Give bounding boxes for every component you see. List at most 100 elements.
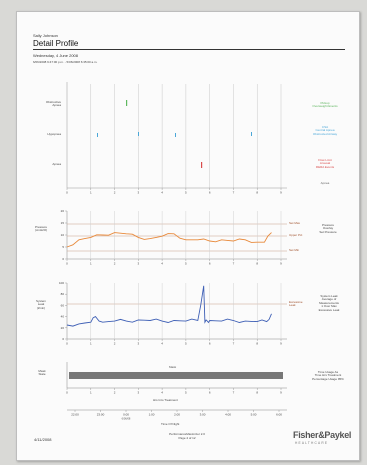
x-tick-label: 0 [66, 391, 68, 395]
date-range: 6/06/2008 9:47:00 p.m. - 5/06/2008 6:35:… [33, 60, 98, 64]
x-tick-label: 1 [90, 262, 92, 266]
pressure-series-line [66, 232, 272, 248]
clock-tick-label: 6:00 [276, 413, 282, 417]
pressure-panel: 20 15 10 5 0 0 1 2 3 4 5 6 7 8 9 [61, 209, 287, 266]
x-tick-label: 2 [114, 342, 116, 346]
x-tick-label: 9 [280, 342, 282, 346]
x-tick-label: 0 [66, 262, 68, 266]
report-page: Sally Johnson Detail Profile Wednesday, … [16, 11, 360, 461]
x-tick-label: 5 [185, 342, 187, 346]
event-mark [251, 132, 252, 136]
x-tick-label: 8 [256, 342, 258, 346]
x-tick-label: 0 [66, 342, 68, 346]
pressure-ref-min: Set Min [289, 248, 300, 252]
x-tick-label: 7 [233, 191, 235, 195]
x-tick-label: 2 [114, 191, 116, 195]
x-tick-label: 7 [233, 342, 235, 346]
x-tick-label: 2 [114, 262, 116, 266]
pressure-ref-upper: Upper Pct [289, 233, 303, 237]
y-tick-label: 15 [61, 221, 65, 225]
clock-tick-label: 1:00 [149, 413, 155, 417]
x-tick-label: 8 [256, 391, 258, 395]
events-panel: 0 1 2 3 4 5 6 7 8 9 [66, 82, 287, 195]
usage-xlabel: Hrs Into Treatment [153, 398, 178, 402]
x-tick-label: 4 [161, 191, 163, 195]
x-tick-label: 2 [114, 391, 116, 395]
y-tick-label: 10 [61, 233, 65, 237]
y-tick-label: 60 [61, 303, 65, 307]
leak-ref-label: Excessive Leak [289, 300, 303, 308]
usage-ylabel: Mask State [38, 369, 46, 377]
leak-panel: 100 80 60 40 20 0 0 1 2 3 4 5 6 7 8 9 [59, 281, 287, 346]
clock-tick-label: 3:00 [200, 413, 206, 417]
x-tick-label: 5 [185, 191, 187, 195]
x-tick-label: 8 [256, 262, 258, 266]
x-tick-label: 4 [161, 391, 163, 395]
mask-usage-bar [69, 372, 283, 379]
x-tick-label: 9 [280, 191, 282, 195]
x-tick-label: 7 [233, 262, 235, 266]
usage-legend: Time Usage As Time Hrs Treatment Percent… [312, 370, 344, 381]
x-tick-label: 1 [90, 391, 92, 395]
x-tick-label: 6 [209, 191, 211, 195]
event-mark [97, 133, 98, 137]
x-tick-label: 5 [185, 391, 187, 395]
clock-sub-label: 6/06/08 [122, 417, 131, 421]
x-tick-label: 0 [66, 191, 68, 195]
footer-software: PerformanceMaximizer 2.0 [169, 432, 205, 436]
row-label-apnea: Apnea [52, 162, 61, 166]
clock-tick-label: 5:00 [251, 413, 257, 417]
row-label-hypopnea: Hypopnea [47, 132, 61, 136]
header-divider [33, 49, 345, 50]
report-date: Wednesday, 4 June 2008 [33, 53, 78, 58]
x-tick-label: 4 [161, 342, 163, 346]
pressure-ylabel: Pressure (cmH2O) [35, 225, 48, 233]
y-tick-label: 40 [61, 315, 65, 319]
x-tick-label: 4 [161, 262, 163, 266]
leak-legend: System Leak Average of Measurements 1 Ov… [318, 294, 340, 312]
leak-ylabel: System Leak (l/min) [35, 299, 46, 310]
clock-axis: 22:00 23:00 0:006/06/08 1:00 2:00 3:00 4:00 5:0… [67, 409, 287, 421]
row-label-obstructive-apnea: Obstructive Apnea [45, 100, 61, 108]
leak-series-line [66, 285, 272, 327]
company-logo: Fisher&Paykel [293, 430, 352, 440]
event-mark [138, 132, 139, 136]
x-tick-label: 7 [233, 391, 235, 395]
x-tick-label: 3 [137, 262, 139, 266]
x-tick-label: 6 [209, 342, 211, 346]
y-tick-label: 20 [61, 326, 65, 330]
y-tick-label: 0 [62, 337, 64, 341]
patient-name: Sally Johnson [33, 33, 58, 38]
event-mark [126, 100, 128, 106]
usage-bar-label: Mask [169, 365, 177, 369]
page-title: Detail Profile [33, 39, 79, 48]
clock-tick-label: 22:00 [71, 413, 79, 417]
events-legend-3: Flow Limit Arousal RERA Events [315, 158, 335, 169]
x-tick-label: 3 [137, 342, 139, 346]
footer-page: Page 4 of 12 [178, 436, 196, 440]
pressure-legend: Pressure Overlay Set Pressure [319, 223, 337, 234]
clock-tick-label: 2:00 [174, 413, 180, 417]
event-mark [175, 133, 176, 137]
company-logo-sub: HEALTHCARE [295, 441, 329, 445]
y-tick-label: 5 [62, 245, 64, 249]
x-tick-label: 3 [137, 191, 139, 195]
y-tick-label: 0 [62, 257, 64, 261]
y-tick-label: 20 [61, 209, 65, 213]
clock-tick-label: 0:00 [123, 413, 129, 417]
pressure-ref-max: Set Max [289, 221, 301, 225]
clock-tick-label: 23:00 [97, 413, 105, 417]
x-tick-label: 5 [185, 262, 187, 266]
x-tick-label: 9 [280, 262, 282, 266]
usage-panel: 0 1 2 3 4 5 6 7 8 9 [66, 362, 287, 395]
x-tick-label: 3 [137, 391, 139, 395]
y-tick-label: 80 [61, 292, 65, 296]
x-tick-label: 6 [209, 391, 211, 395]
x-tick-label: 9 [280, 391, 282, 395]
x-tick-label: 6 [209, 262, 211, 266]
footer-date: 4/11/2008 [34, 437, 52, 442]
events-x-ticks: 0 1 2 3 4 5 6 7 8 9 [66, 188, 282, 195]
y-tick-label: 100 [59, 281, 64, 285]
clock-axis-title: Time Of Night [161, 422, 180, 426]
